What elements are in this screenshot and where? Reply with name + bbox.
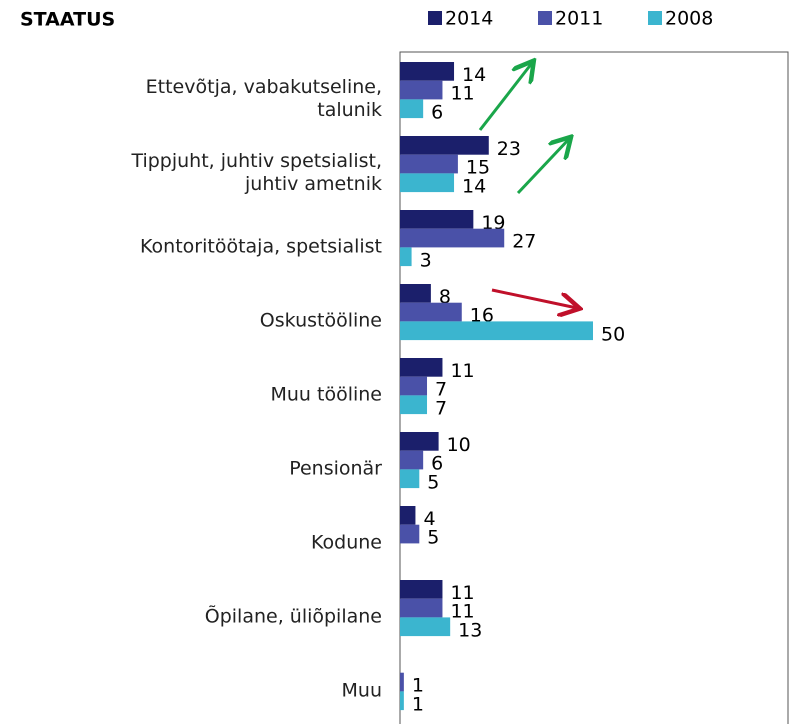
value-label: 11 <box>450 601 474 623</box>
value-label: 14 <box>462 64 486 86</box>
legend-label: 2011 <box>555 8 603 30</box>
bar <box>400 450 424 470</box>
value-label: 23 <box>497 138 521 160</box>
value-label: 11 <box>450 83 474 105</box>
bar <box>400 376 428 396</box>
legend-swatch <box>648 11 662 25</box>
bar <box>400 80 443 100</box>
bar <box>400 302 462 322</box>
value-label: 15 <box>466 157 490 179</box>
legend-swatch <box>538 11 552 25</box>
category-label: Ettevõtja, vabakutseline, talunik <box>145 76 382 121</box>
value-label: 10 <box>447 434 471 456</box>
value-label: 11 <box>450 360 474 382</box>
value-label: 50 <box>601 323 625 345</box>
value-label: 4 <box>423 508 435 530</box>
bar <box>400 580 443 599</box>
value-label: 6 <box>431 453 443 475</box>
value-label: 14 <box>462 175 486 197</box>
bar <box>400 469 420 489</box>
category-label: Muu tööline <box>270 383 382 406</box>
bar <box>400 154 458 174</box>
legend-swatch <box>428 11 442 25</box>
value-label: 7 <box>435 379 447 401</box>
value-label: 6 <box>431 101 443 123</box>
category-label: Muu <box>341 679 382 702</box>
bar <box>400 62 455 81</box>
bar <box>400 432 439 451</box>
bar <box>400 228 505 248</box>
value-label: 13 <box>458 619 482 641</box>
bar <box>400 99 424 119</box>
bar <box>400 506 416 525</box>
category-label: Oskustööline <box>259 309 382 332</box>
category-label: Kodune <box>311 531 382 554</box>
value-label: 1 <box>412 693 424 715</box>
value-label: 1 <box>412 675 424 697</box>
bar <box>400 136 489 155</box>
bar <box>400 672 404 692</box>
chart-title: STAATUS <box>20 9 115 31</box>
bar <box>400 617 451 637</box>
value-label: 11 <box>450 582 474 604</box>
bar <box>400 210 474 229</box>
value-label: 5 <box>427 527 439 549</box>
bar <box>400 321 593 341</box>
legend-label: 2014 <box>445 8 493 30</box>
bar <box>400 524 420 544</box>
value-label: 3 <box>420 249 432 271</box>
bar <box>400 173 455 193</box>
value-label: 16 <box>470 305 494 327</box>
bar <box>400 284 431 303</box>
bar <box>400 247 412 267</box>
category-label: Pensionär <box>289 457 382 480</box>
trend-arrow <box>516 139 569 195</box>
trend-arrow <box>491 288 577 308</box>
value-label: 7 <box>435 397 447 419</box>
bar <box>400 358 443 377</box>
value-label: 8 <box>439 286 451 308</box>
trend-arrow <box>478 63 532 131</box>
legend-label: 2008 <box>665 8 713 30</box>
value-label: 19 <box>481 212 505 234</box>
bar <box>400 395 428 415</box>
value-label: 5 <box>427 471 439 493</box>
bar <box>400 598 443 618</box>
value-label: 27 <box>512 231 536 253</box>
category-label: Tippjuht, juhtiv spetsialist, juhtiv ame… <box>131 150 382 195</box>
category-label: Õpilane, üliõpilane <box>204 605 382 628</box>
category-label: Kontoritöötaja, spetsialist <box>140 235 382 258</box>
bar <box>400 691 404 711</box>
